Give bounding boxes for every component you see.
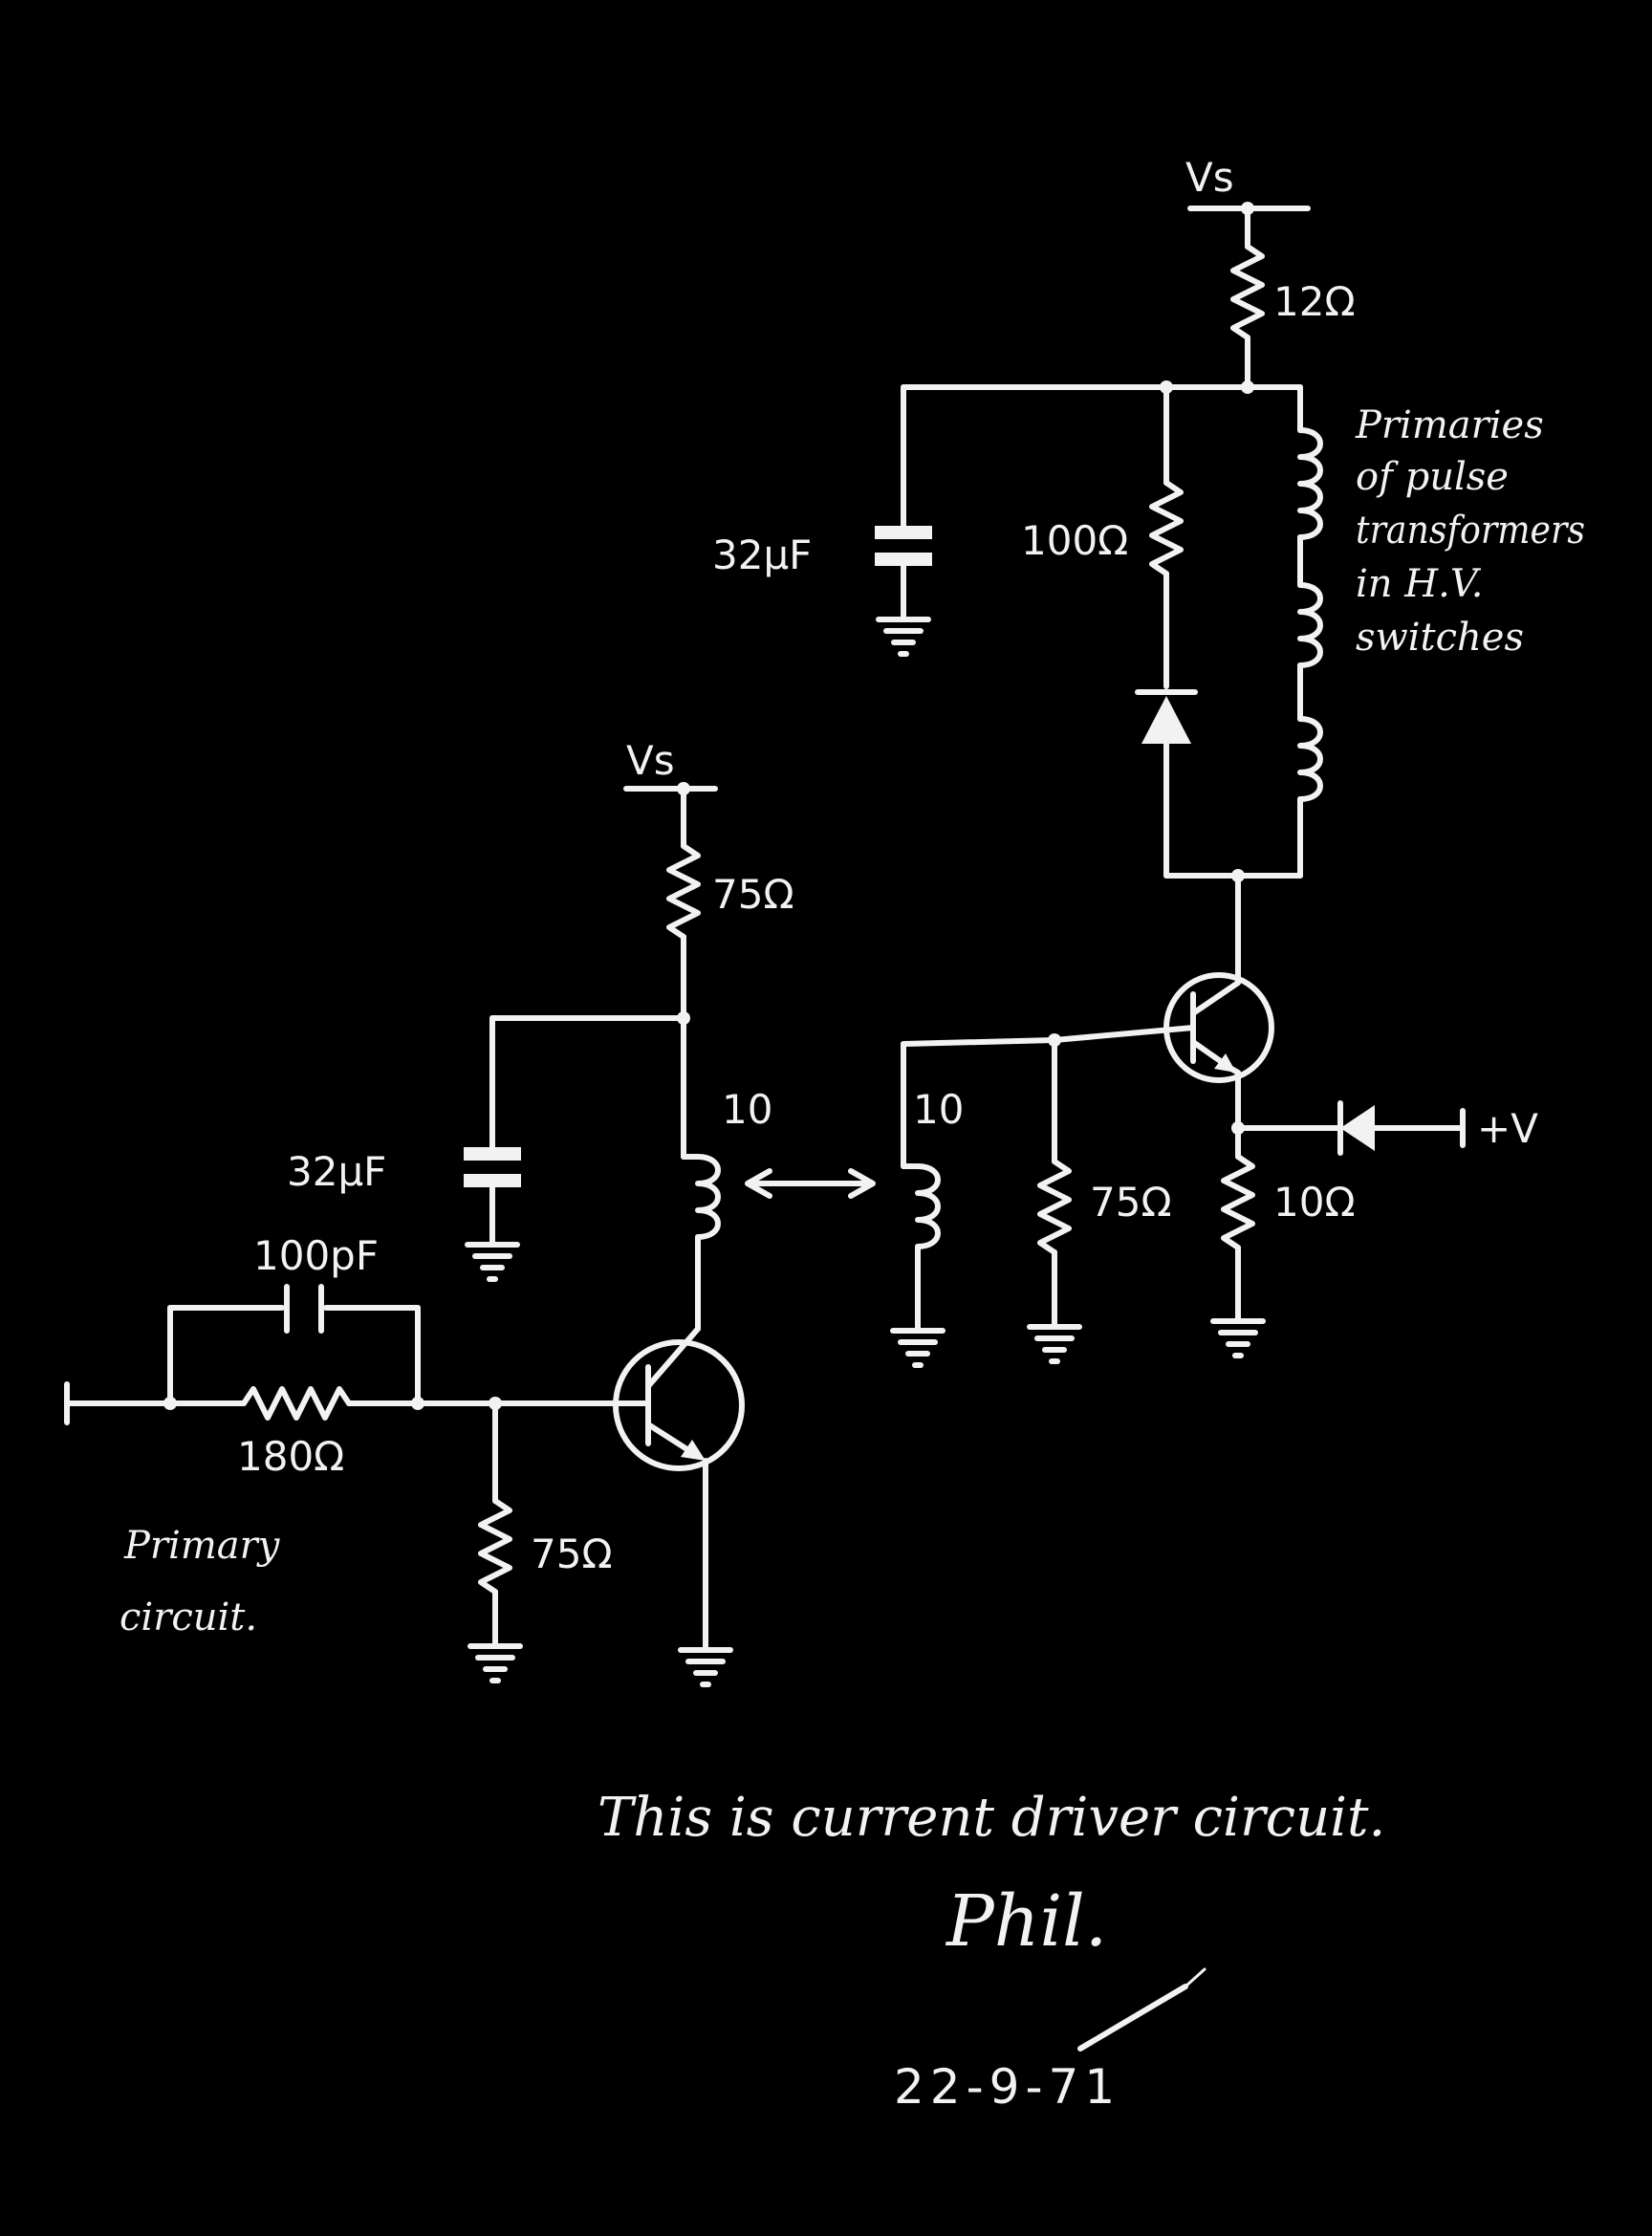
resistor-12 — [1230, 244, 1265, 340]
resistor-12-label: 12Ω — [1273, 278, 1356, 325]
primaries-label-line1: Primaries — [1355, 403, 1544, 447]
resistor-180-label: 180Ω — [237, 1433, 344, 1480]
resistor-75-collector-label: 75Ω — [712, 871, 794, 918]
resistor-75-base-right-label: 75Ω — [1090, 1179, 1172, 1226]
capacitor-32uf-top-plate1 — [875, 526, 932, 539]
primaries-coil-1 — [1297, 427, 1323, 540]
resistor-75-collector — [666, 843, 701, 940]
coil-right — [915, 1163, 941, 1249]
primaries-coil-3 — [1297, 716, 1323, 802]
primaries-label-line4: in H.V. — [1356, 562, 1483, 606]
ground-icon — [465, 1242, 520, 1282]
diode-right — [1340, 1105, 1375, 1151]
ground-icon — [678, 1647, 733, 1687]
primaries-coil-2 — [1297, 582, 1323, 668]
coil-left-turns: 10 — [722, 1086, 772, 1133]
resistor-75-base-right — [1037, 1159, 1072, 1255]
resistor-180 — [241, 1386, 352, 1421]
supply-label-top: Vs — [1185, 154, 1234, 201]
resistor-75-base-left-label: 75Ω — [531, 1530, 613, 1577]
grounds — [465, 617, 1266, 1687]
wires — [64, 206, 1466, 2051]
capacitor-32uf-top-label: 32μF — [712, 532, 812, 578]
ground-icon — [890, 1328, 946, 1368]
resistor-100-label: 100Ω — [1021, 517, 1128, 564]
resistor-10 — [1221, 1154, 1255, 1250]
primaries-label-line5: switches — [1356, 616, 1524, 660]
primary-circuit-label-line2: circuit. — [120, 1596, 257, 1639]
capacitor-32uf-left-plate1 — [464, 1147, 521, 1161]
coil-right-turns: 10 — [913, 1086, 964, 1133]
ground-icon — [1210, 1318, 1266, 1358]
primary-circuit-label-line1: Primary — [123, 1524, 281, 1568]
junction-dots — [163, 202, 1254, 1410]
supply-label-left: Vs — [626, 737, 675, 784]
capacitor-32uf-left-label: 32μF — [287, 1148, 386, 1195]
signature: Phil. — [945, 1880, 1107, 1963]
diode-top — [1141, 696, 1191, 744]
base-wire-right — [1052, 1025, 1196, 1043]
ground-icon — [876, 617, 931, 657]
primaries-label-line3: transformers — [1356, 509, 1585, 553]
ground-icon — [1027, 1324, 1082, 1364]
primaries-label-line2: of pulse — [1356, 455, 1509, 499]
capacitor-32uf-top-plate2 — [875, 553, 932, 566]
date: 22-9-71 — [894, 2059, 1120, 2115]
plus-v-label: +V — [1477, 1105, 1538, 1152]
resistor-75-base-left — [478, 1498, 512, 1595]
capacitor-32uf-left-plate2 — [464, 1174, 521, 1187]
capacitor-100pf-label: 100pF — [253, 1232, 379, 1279]
handwritten-note: This is current driver circuit. — [598, 1787, 1385, 1849]
resistor-100 — [1149, 480, 1184, 576]
resistor-10-label: 10Ω — [1273, 1179, 1356, 1226]
ground-icon — [467, 1643, 523, 1683]
coil-left — [695, 1154, 721, 1240]
